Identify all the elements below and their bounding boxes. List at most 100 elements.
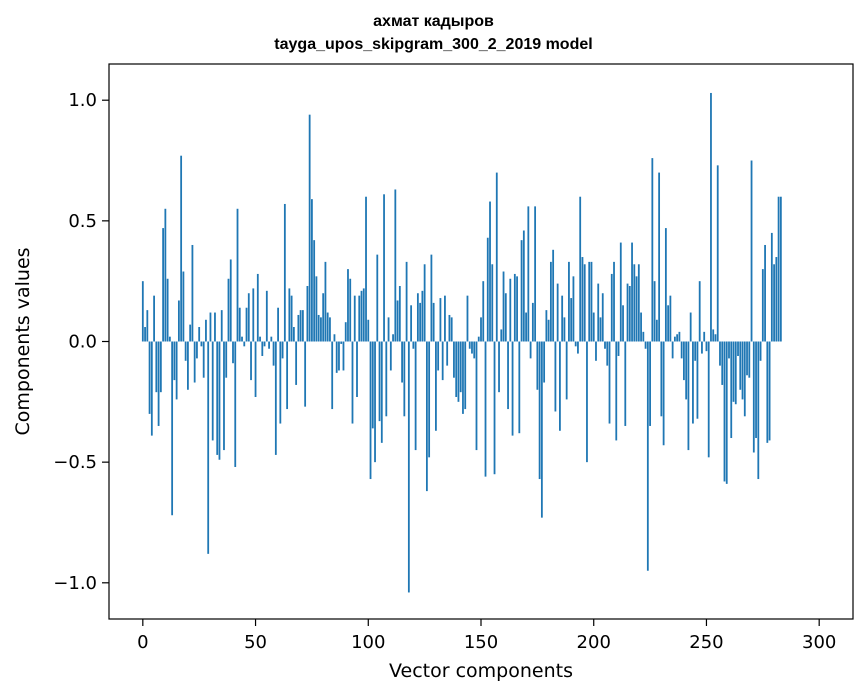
bar <box>680 341 683 359</box>
chart-title-line-1: ахмат кадыров <box>373 13 494 30</box>
bar <box>676 334 679 342</box>
bar <box>732 341 735 402</box>
bar <box>439 298 442 342</box>
bar <box>184 341 187 361</box>
bar <box>331 341 334 410</box>
bar <box>725 341 728 484</box>
bar <box>513 273 516 342</box>
bar <box>464 341 467 410</box>
bar <box>743 341 746 417</box>
bar <box>455 341 458 397</box>
bar <box>457 341 460 402</box>
bar <box>701 341 703 354</box>
bar <box>304 341 307 407</box>
bar <box>177 300 180 342</box>
bar <box>234 341 237 467</box>
bar <box>626 283 629 342</box>
bar <box>261 341 264 356</box>
bar <box>459 341 462 393</box>
bar <box>534 206 537 342</box>
bar <box>712 329 715 342</box>
bar <box>703 331 706 342</box>
bar <box>572 276 575 342</box>
bar <box>689 312 692 342</box>
bar <box>538 341 541 480</box>
bar <box>486 237 489 342</box>
bar <box>613 261 615 342</box>
bar <box>232 341 234 364</box>
bar <box>640 312 642 342</box>
bar <box>775 257 778 342</box>
bar <box>570 298 573 342</box>
bar <box>202 341 205 378</box>
bar <box>371 341 374 429</box>
y-tick-label: 0.5 <box>68 211 97 232</box>
bar <box>728 341 730 359</box>
bar <box>326 312 329 342</box>
bar <box>588 261 591 342</box>
bar <box>295 341 298 385</box>
bar <box>746 341 748 376</box>
bar <box>687 341 690 451</box>
bar <box>536 341 539 390</box>
bar <box>243 341 246 347</box>
bar <box>365 196 367 342</box>
x-tick-label: 0 <box>137 632 148 653</box>
bar <box>268 341 270 349</box>
y-tick-label: −1.0 <box>53 573 97 594</box>
bar <box>283 203 286 342</box>
bar <box>592 312 595 342</box>
bar <box>759 341 762 361</box>
bar <box>207 341 210 554</box>
y-tick-label: −0.5 <box>53 452 97 473</box>
bar <box>425 341 428 492</box>
bar <box>563 317 566 342</box>
bar <box>631 242 633 342</box>
bar <box>649 341 651 426</box>
bar <box>498 341 500 393</box>
bar <box>660 341 663 417</box>
bar <box>292 327 295 342</box>
bar <box>358 295 361 342</box>
bar <box>549 261 552 342</box>
bar <box>306 286 309 342</box>
bar <box>320 317 322 342</box>
bar <box>574 341 577 347</box>
bar <box>344 322 347 342</box>
bar <box>362 288 365 342</box>
x-axis-ticks: 0 50 100 150 200 250 300 <box>137 619 836 653</box>
bar <box>245 307 248 342</box>
bar <box>252 288 255 342</box>
bar <box>529 341 532 359</box>
bar <box>353 295 356 342</box>
bar <box>444 295 446 342</box>
bar <box>385 341 388 417</box>
bar <box>477 336 480 342</box>
bar <box>507 341 509 410</box>
bar <box>338 341 340 371</box>
bar <box>671 341 674 359</box>
bar <box>707 341 710 458</box>
bar <box>559 341 561 431</box>
bar <box>180 155 183 342</box>
bar <box>313 240 316 342</box>
bar <box>586 341 588 463</box>
bar <box>446 341 449 366</box>
bar <box>482 281 485 342</box>
bar <box>739 341 742 390</box>
bar <box>777 196 780 342</box>
bar <box>205 319 207 342</box>
bar <box>272 341 275 366</box>
bar <box>430 254 433 342</box>
bar <box>162 228 165 342</box>
bar <box>714 334 717 342</box>
bar <box>378 341 381 422</box>
bar <box>182 271 185 342</box>
bar <box>220 310 223 342</box>
bar <box>604 341 606 349</box>
bar <box>193 341 196 383</box>
bar <box>311 199 313 342</box>
bar <box>757 341 760 480</box>
bar <box>238 307 241 342</box>
y-axis-label: Components values <box>12 247 34 435</box>
